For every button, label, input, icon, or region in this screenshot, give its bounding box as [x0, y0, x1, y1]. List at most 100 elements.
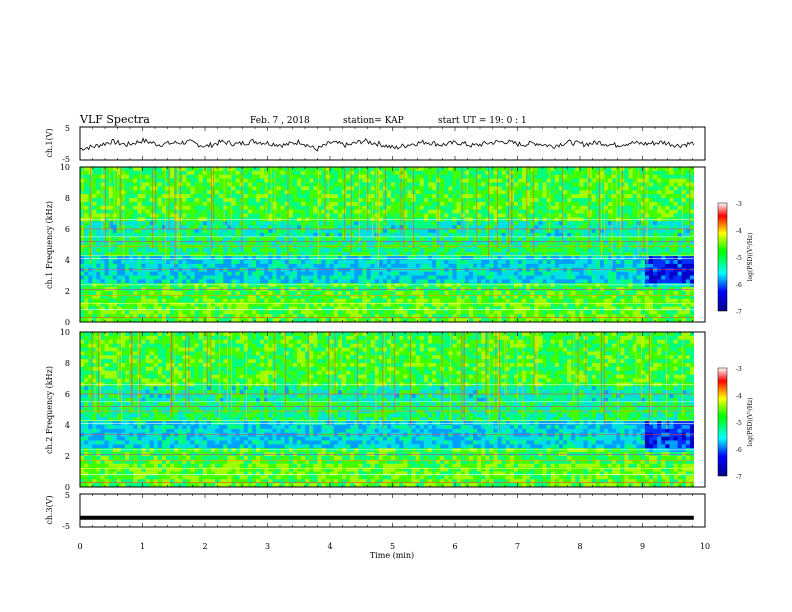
spectrogram-cell — [550, 229, 556, 234]
spectrogram-cell — [210, 263, 216, 269]
spectrogram-cell — [587, 267, 593, 273]
spectrogram-cell — [673, 248, 679, 253]
spectrogram-cell — [399, 260, 404, 265]
spectrogram-cell — [395, 232, 400, 238]
spectrogram-cell — [423, 248, 429, 253]
spectrogram-cell — [366, 291, 372, 296]
spectrogram-cell — [415, 236, 421, 242]
spectrogram-cell — [472, 178, 478, 183]
spectrogram-cell — [677, 252, 683, 257]
spectrogram-cell — [599, 252, 605, 257]
spectrogram-cell — [366, 198, 372, 203]
spectrogram-cell — [628, 229, 633, 234]
spectrogram-cell — [129, 221, 134, 226]
spectrogram-cell — [129, 174, 134, 180]
spectrogram-cell — [194, 170, 200, 176]
spectrogram-cell — [546, 221, 552, 226]
spectrogram-cell — [423, 232, 429, 238]
spectrogram-cell — [141, 225, 146, 230]
spectrogram-cell — [178, 232, 183, 238]
spectrogram-cell — [227, 174, 232, 180]
spectrogram-cell — [558, 221, 564, 226]
spectrogram-cell — [346, 178, 351, 183]
spectrogram-cell — [440, 248, 445, 253]
spectrogram-cell — [120, 221, 126, 226]
spectrogram-cell — [575, 186, 580, 191]
spectrogram-cell — [628, 267, 633, 273]
spectrogram-cell — [321, 174, 326, 180]
spectrogram-cell — [100, 213, 105, 218]
spectrogram-cell — [165, 182, 171, 187]
spectrogram-cell — [644, 275, 650, 280]
spectrogram-cell — [125, 170, 130, 176]
spectrogram-cell — [215, 252, 220, 257]
spectrogram-cell — [288, 182, 294, 187]
spectrogram-cell — [96, 252, 101, 257]
spectrogram-cell — [583, 244, 588, 249]
spectrogram-cell — [517, 182, 523, 187]
spectrogram-cell — [313, 225, 318, 230]
spectrogram-cell — [194, 248, 200, 253]
spectrogram-cell — [563, 240, 568, 245]
spectrogram-cell — [346, 291, 351, 296]
spectrogram-cell — [96, 221, 101, 226]
spectrogram-cell — [608, 229, 613, 234]
spectrogram-cell — [231, 252, 236, 257]
spectrogram-cell — [161, 294, 167, 300]
spectrogram-cell — [624, 182, 629, 187]
spectrogram-cell — [317, 170, 322, 176]
spectrogram-cell — [505, 271, 511, 276]
spectrogram-cell — [206, 229, 212, 234]
spectrogram-cell — [567, 182, 572, 187]
spectrogram-cell — [522, 263, 527, 269]
spectrogram-cell — [100, 182, 105, 187]
spectrogram-cell — [689, 205, 694, 211]
spectrogram-cell — [153, 283, 159, 288]
spectrogram-cell — [669, 178, 674, 183]
spectrogram-cell — [362, 279, 367, 284]
spectrogram-cell — [407, 201, 412, 207]
spectrogram-cell — [673, 236, 679, 242]
spectrogram-cell — [415, 283, 421, 288]
spectrogram-cell — [350, 283, 355, 288]
spectrogram-cell — [595, 186, 601, 191]
spectrogram-cell — [387, 167, 392, 172]
spectrogram-cell — [256, 213, 261, 218]
spectrogram-cell — [317, 244, 322, 249]
spectrogram-cell — [284, 198, 290, 203]
spectrogram-cell — [567, 279, 572, 284]
spectrogram-cell — [366, 190, 372, 195]
spectrogram-cell — [460, 283, 466, 288]
spectrogram-cell — [485, 232, 490, 238]
spectrogram-cell — [673, 271, 679, 276]
spectrogram-cell — [337, 291, 343, 296]
spectrogram-cell — [530, 205, 535, 211]
spectrogram-cell — [497, 267, 503, 273]
spectrogram-cell — [587, 182, 593, 187]
spectrogram-cell — [186, 190, 191, 195]
spectrogram-cell — [243, 194, 249, 199]
spectrogram-cell — [125, 279, 130, 284]
spectrogram-cell — [141, 260, 146, 265]
spectrogram-cell — [280, 186, 286, 191]
spectrogram-cell — [391, 213, 396, 218]
spectrogram-cell — [513, 186, 519, 191]
spectrogram-cell — [174, 190, 179, 195]
spectrogram-cell — [243, 170, 249, 176]
spectrogram-cell — [395, 178, 400, 183]
spectrogram-cell — [137, 279, 142, 284]
spectrogram-cell — [96, 229, 101, 234]
spectrogram-cell — [301, 213, 306, 218]
spectrogram-cell — [554, 170, 560, 176]
spectrogram-cell — [133, 271, 138, 276]
spectrogram-cell — [616, 201, 621, 207]
spectrogram-cell — [268, 170, 273, 176]
spectrogram-cell — [653, 240, 658, 245]
spectrogram-cell — [149, 205, 155, 211]
spectrogram-cell — [354, 279, 359, 284]
spectrogram-cell — [174, 244, 179, 249]
spectrogram-cell — [309, 279, 314, 284]
spectrogram-cell — [477, 170, 482, 176]
spectrogram-cell — [301, 182, 306, 187]
spectrogram-cell — [444, 167, 449, 172]
